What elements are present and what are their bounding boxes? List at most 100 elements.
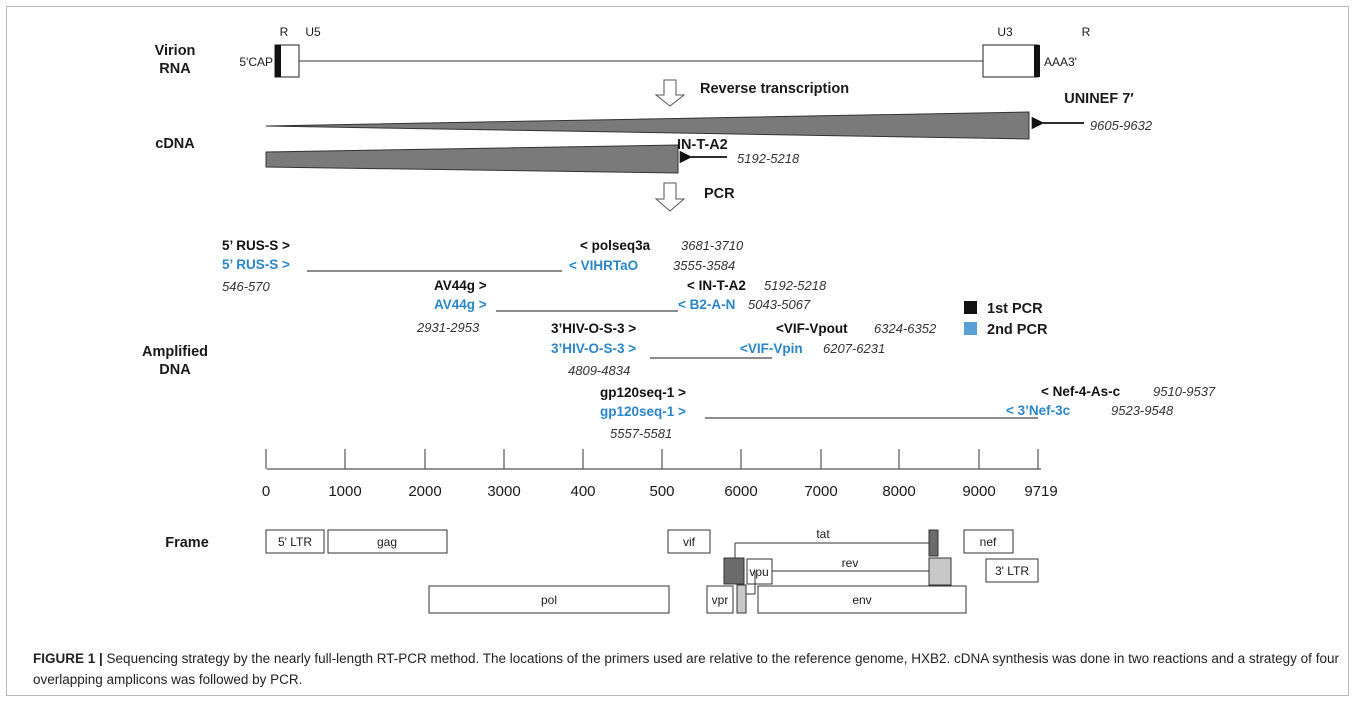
- gene-env-box: [757, 585, 967, 614]
- virion-u5: U5: [305, 25, 321, 39]
- figure-frame: Virion RNA cDNA Amplified DNA Frame R U5…: [6, 6, 1349, 696]
- amplicon-2: AV44g > AV44g > 2931-2953 < IN-T-A2 5192…: [416, 278, 827, 335]
- section-virion-line1: Virion: [155, 43, 196, 59]
- gene-gag-box: [327, 529, 448, 554]
- a1-rev2: < VIHRTaO: [569, 258, 638, 273]
- legend: 1st PCR 2nd PCR: [964, 301, 1048, 338]
- step-reverse-transcription: Reverse transcription: [700, 81, 849, 97]
- a2-rev1: < IN-T-A2: [687, 278, 746, 293]
- gene-ltr3: 3' LTR: [995, 564, 1029, 578]
- gene-gag: gag: [377, 535, 397, 549]
- a2-rev1-range: 5192-5218: [764, 278, 827, 293]
- diagram: Virion RNA cDNA Amplified DNA Frame R U5…: [142, 25, 1216, 614]
- virion-r-left: R: [280, 25, 289, 39]
- a1-rev2-range: 3555-3584: [673, 258, 735, 273]
- amplicon-1: 5’ RUS-S > 5’ RUS-S > 546-570 < polseq3a…: [222, 238, 744, 294]
- a2-rev2-range: 5043-5067: [748, 297, 811, 312]
- axis-tick-label: 8000: [882, 483, 915, 500]
- primer-uninef-range: 9605-9632: [1090, 118, 1153, 133]
- primer-intA2-range: 5192-5218: [737, 151, 800, 166]
- a3-fwd1: 3’HIV-O-S-3 >: [551, 321, 636, 336]
- a4-rev2: < 3’Nef-3c: [1006, 403, 1071, 418]
- gene-vif: vif: [683, 535, 696, 549]
- gene-ltr5-box: [265, 529, 325, 554]
- virion-r-block-left: [275, 45, 281, 77]
- tat-exon1: [723, 557, 745, 585]
- axis-tick-label: 1000: [328, 483, 361, 500]
- virion-u3: U3: [997, 25, 1013, 39]
- section-frame: Frame: [165, 535, 209, 551]
- gene-vpu: vpu: [749, 565, 768, 579]
- a2-fwd2: AV44g >: [434, 297, 487, 312]
- primer-intA2: IN-T-A2: [677, 137, 728, 153]
- section-amplified-line1: Amplified: [142, 344, 208, 360]
- axis-tick-label: 9719: [1024, 483, 1057, 500]
- gene-tat: tat: [816, 527, 830, 541]
- virion-aaa3: AAA3': [1044, 55, 1077, 69]
- primer-uninef: UNINEF 7′: [1064, 91, 1134, 107]
- a3-rev2: <VIF-Vpin: [740, 341, 803, 356]
- axis-tick-label: 9000: [962, 483, 995, 500]
- gene-vpu-box: [746, 558, 773, 585]
- legend-second: 2nd PCR: [987, 322, 1048, 338]
- gene-frame: 5' LTR gag pol vif vpr tat vpu rev env n…: [265, 527, 1039, 614]
- rev-exon2: [928, 557, 952, 586]
- section-amplified-line2: DNA: [159, 362, 191, 378]
- cdna-wedge-short: [265, 144, 679, 174]
- a1-fwd-range: 546-570: [222, 279, 270, 294]
- gene-vpr-box: [706, 585, 734, 614]
- caption-label: FIGURE 1 |: [33, 651, 103, 666]
- a4-fwd-range: 5557-5581: [610, 426, 672, 441]
- axis-tick-label: 2000: [408, 483, 441, 500]
- virion-r-block-right: [1034, 45, 1040, 77]
- a3-fwd-range: 4809-4834: [568, 363, 630, 378]
- virion-5cap: 5'CAP: [239, 55, 273, 69]
- a2-rev2: < B2-A-N: [678, 297, 735, 312]
- a4-rev2-range: 9523-9548: [1111, 403, 1174, 418]
- a4-rev1-range: 9510-9537: [1153, 384, 1216, 399]
- a1-fwd2: 5’ RUS-S >: [222, 257, 290, 272]
- a1-rev1-range: 3681-3710: [681, 238, 744, 253]
- axis-tick-label: 0: [262, 483, 270, 500]
- a3-rev2-range: 6207-6231: [823, 341, 885, 356]
- down-arrow-icon: [654, 79, 686, 107]
- gene-ltr5: 5' LTR: [278, 535, 312, 549]
- gene-vpr: vpr: [712, 593, 729, 607]
- legend-first: 1st PCR: [987, 301, 1043, 317]
- legend-swatch-first: [964, 301, 977, 314]
- genome-axis: 0 1000 2000 3000 400 500 6000 7000 8000 9000 9719: [262, 449, 1058, 500]
- gene-ltr3-box: [985, 558, 1039, 583]
- gene-nef: nef: [980, 535, 997, 549]
- step-pcr: PCR: [704, 186, 735, 202]
- legend-swatch-second: [964, 322, 977, 335]
- gene-nef-box: [963, 529, 1014, 554]
- cdna-wedge-long: [265, 111, 1030, 140]
- caption-text: Sequencing strategy by the nearly full-l…: [33, 651, 1339, 687]
- a4-rev1: < Nef-4-As-c: [1041, 384, 1121, 399]
- figure-caption: FIGURE 1 | Sequencing strategy by the ne…: [33, 648, 1343, 690]
- a2-fwd1: AV44g >: [434, 278, 487, 293]
- virion-box-right: [982, 44, 1039, 78]
- gene-vif-box: [667, 529, 711, 554]
- a3-rev1-range: 6324-6352: [874, 321, 937, 336]
- a1-rev1: < polseq3a: [580, 238, 651, 253]
- rev-exon1: [736, 584, 747, 614]
- tat-exon2: [928, 529, 939, 557]
- a1-fwd1: 5’ RUS-S >: [222, 238, 290, 253]
- a4-fwd2: gp120seq-1 >: [600, 404, 686, 419]
- a3-rev1: <VIF-Vpout: [776, 321, 848, 336]
- a3-fwd2: 3’HIV-O-S-3 >: [551, 341, 636, 356]
- axis-tick-label: 500: [649, 483, 674, 500]
- axis-tick-label: 400: [570, 483, 595, 500]
- gene-pol: pol: [541, 593, 557, 607]
- axis-tick-label: 6000: [724, 483, 757, 500]
- section-cdna: cDNA: [155, 136, 195, 152]
- virion-rna: R U5 5'CAP U3 R AAA3': [239, 25, 1091, 78]
- section-virion-line2: RNA: [159, 61, 191, 77]
- axis-tick-label: 3000: [487, 483, 520, 500]
- down-arrow-icon: [654, 182, 686, 212]
- gene-env: env: [852, 593, 871, 607]
- a4-fwd1: gp120seq-1 >: [600, 385, 686, 400]
- amplicon-3: 3’HIV-O-S-3 > 3’HIV-O-S-3 > 4809-4834 <V…: [551, 321, 937, 378]
- gene-pol-box: [428, 585, 670, 614]
